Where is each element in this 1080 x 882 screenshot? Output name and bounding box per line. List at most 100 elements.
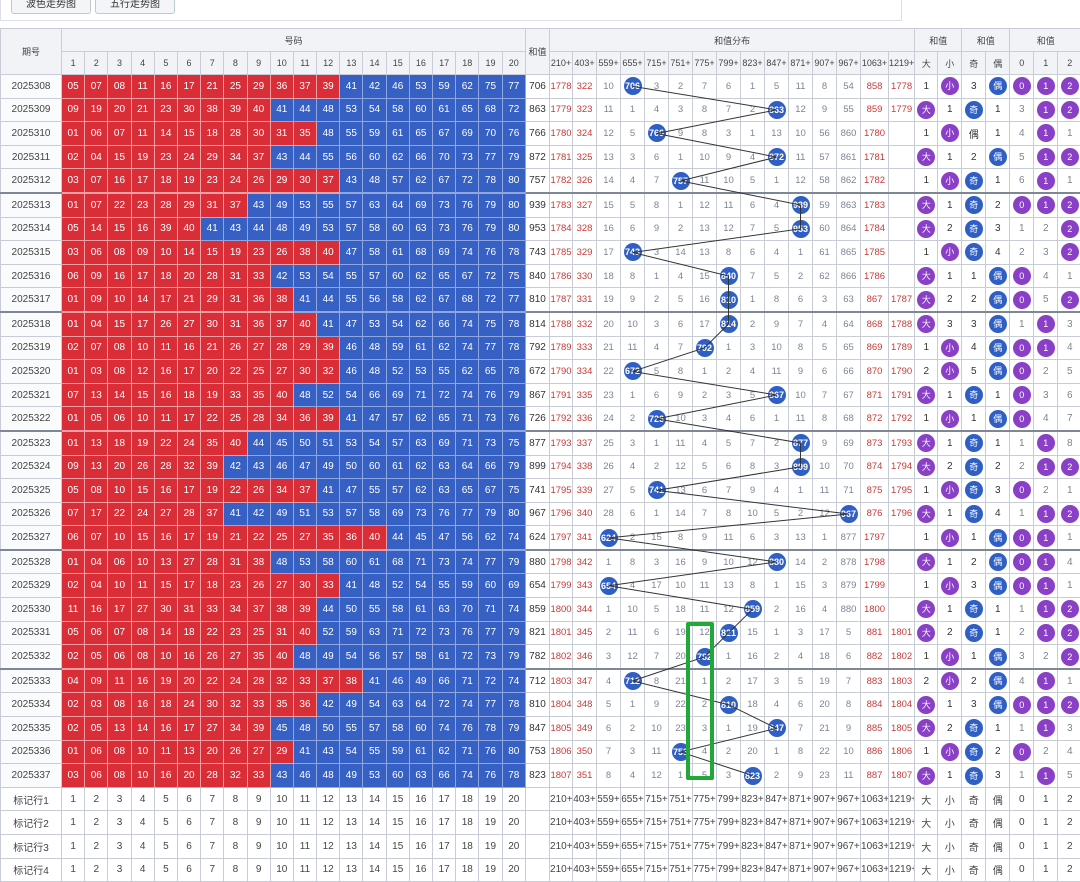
sum-ball: 810	[720, 291, 738, 309]
sum-ball: 863	[768, 101, 786, 119]
footer-blank	[526, 835, 550, 859]
number-cell: 73	[433, 550, 456, 574]
mod-ball: 0	[1013, 291, 1031, 309]
dist-cell: 4	[621, 455, 645, 479]
dist-cell: 887	[861, 764, 889, 788]
dist-cell: 9	[765, 312, 789, 336]
number-cell: 19	[131, 431, 154, 455]
odd-ball: 奇	[965, 767, 983, 785]
number-cell: 54	[363, 98, 386, 122]
footer-dist: 751+	[669, 858, 693, 882]
odd-cell: 2	[962, 145, 986, 169]
sum-ball: 726	[648, 410, 666, 428]
footer-small: 小	[938, 787, 962, 811]
number-cell: 74	[456, 241, 479, 265]
dist-cell: 16	[741, 645, 765, 669]
even-cell: 偶	[986, 145, 1010, 169]
number-cell: 66	[479, 455, 502, 479]
number-cell: 35	[247, 383, 270, 407]
number-cell: 16	[85, 598, 108, 622]
mod-cell: 4	[1010, 669, 1034, 693]
mod-cell: 2	[1058, 288, 1080, 312]
dist-cell: 4	[813, 598, 837, 622]
number-cell: 13	[85, 455, 108, 479]
number-cell: 28	[247, 669, 270, 693]
mod-cell: 2	[1034, 217, 1058, 241]
dist-cell: 9	[693, 550, 717, 574]
dist-cell: 10	[645, 717, 669, 741]
mod-cell: 1	[1010, 431, 1034, 455]
big-ball: 大	[917, 291, 935, 309]
dist-cell: 8	[693, 122, 717, 146]
dist-cell: 1788	[889, 312, 915, 336]
mod-cell: 1	[1034, 455, 1058, 479]
mod-cell: 4	[1034, 407, 1058, 431]
wuxing-trend-button[interactable]: 五行走势图	[95, 0, 175, 14]
number-cell: 07	[108, 122, 131, 146]
dist-cell: 3	[765, 669, 789, 693]
small-cell: 2	[938, 217, 962, 241]
mod-cell: 0	[1010, 550, 1034, 574]
number-cell: 79	[502, 383, 525, 407]
dist-cell: 13	[693, 241, 717, 265]
number-cell: 48	[363, 574, 386, 598]
number-cell: 61	[409, 336, 432, 360]
header-dist-col: 1063+	[861, 52, 889, 75]
mod-cell: 0	[1010, 264, 1034, 288]
mod-ball: 0	[1013, 553, 1031, 571]
even-cell: 1	[986, 621, 1010, 645]
mod-ball: 0	[1013, 267, 1031, 285]
number-cell: 58	[386, 288, 409, 312]
dist-cell: 880	[837, 598, 861, 622]
sum-cell: 726	[526, 407, 550, 431]
sum-cell: 810	[526, 693, 550, 717]
dist-cell: 3	[765, 526, 789, 550]
footer-label: 标记行4	[1, 858, 62, 882]
number-cell: 13	[177, 740, 200, 764]
dist-cell: 1795	[550, 479, 573, 503]
odd-cell: 1	[962, 407, 986, 431]
dist-cell: 5	[765, 217, 789, 241]
number-cell: 63	[433, 598, 456, 622]
number-cell: 24	[177, 693, 200, 717]
odd-cell: 3	[962, 312, 986, 336]
footer-dist: 403+	[573, 835, 597, 859]
dist-cell: 1	[741, 288, 765, 312]
number-cell: 63	[409, 431, 432, 455]
dist-cell: 13	[669, 479, 693, 503]
footer-number: 1	[62, 835, 85, 859]
number-cell: 10	[131, 336, 154, 360]
number-cell: 73	[479, 407, 502, 431]
even-cell: 3	[986, 217, 1010, 241]
dist-cell: 15	[597, 193, 621, 217]
number-cell: 14	[154, 621, 177, 645]
number-cell: 44	[293, 145, 316, 169]
number-cell: 48	[317, 98, 340, 122]
number-cell: 72	[433, 693, 456, 717]
odd-cell: 奇	[962, 621, 986, 645]
dist-cell: 868	[861, 312, 889, 336]
dist-cell: 18	[813, 645, 837, 669]
header-dist-col: 823+	[741, 52, 765, 75]
number-cell: 27	[201, 717, 224, 741]
footer-mod: 1	[1034, 835, 1058, 859]
dist-cell: 327	[573, 193, 597, 217]
odd-ball: 奇	[965, 101, 983, 119]
dist-cell: 11	[693, 574, 717, 598]
footer-dist: 823+	[741, 811, 765, 835]
sum-ball: 953	[792, 220, 810, 238]
footer-number: 16	[409, 787, 432, 811]
number-cell: 63	[409, 764, 432, 788]
dist-cell: 3	[765, 455, 789, 479]
color-trend-button[interactable]: 波色走势图	[11, 0, 91, 14]
number-cell: 60	[386, 264, 409, 288]
sum-ball: 654	[600, 577, 618, 595]
header-number-col: 4	[131, 52, 154, 75]
small-cell: 2	[938, 288, 962, 312]
mod-cell: 1	[1034, 621, 1058, 645]
footer-dist: 775+	[693, 811, 717, 835]
dist-cell: 1797	[861, 526, 889, 550]
number-cell: 43	[340, 169, 363, 193]
